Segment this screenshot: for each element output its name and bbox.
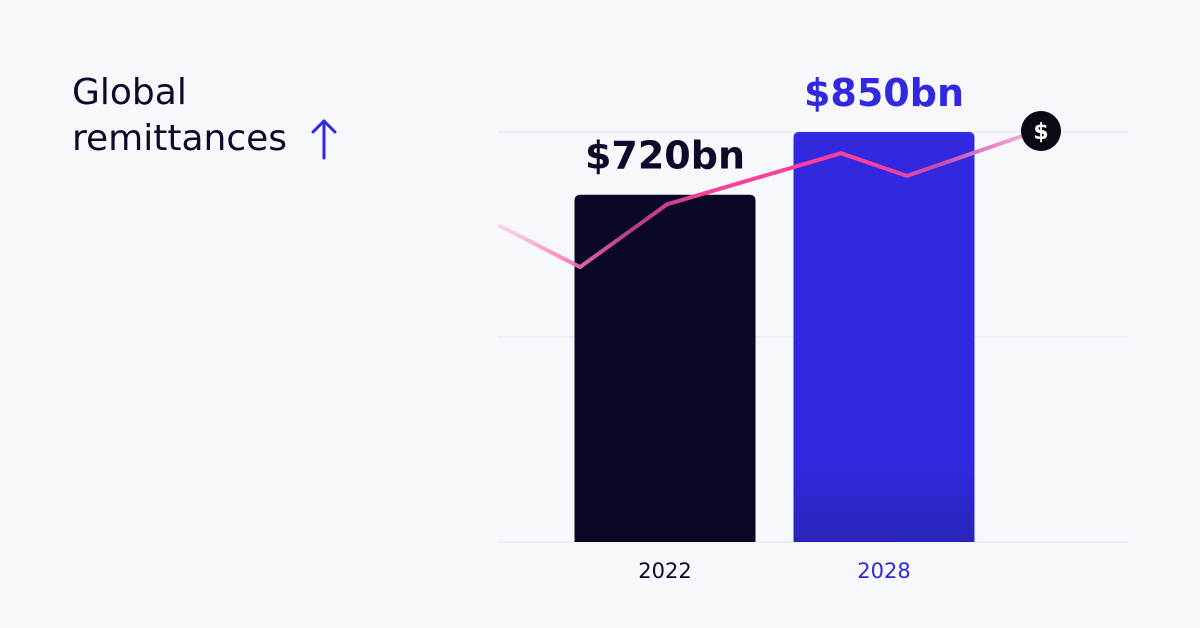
title-line-2-row: remittances [72, 116, 339, 162]
dollar-icon-circle [1021, 111, 1061, 151]
value-label-2028: $850bn [804, 71, 964, 115]
dollar-icon-glyph: $ [1033, 120, 1048, 145]
bar-2022 [574, 194, 756, 543]
value-label-2022: $720bn [585, 134, 745, 178]
trend-line-layer: $ [498, 111, 1061, 270]
x-tick-2028: 2028 [857, 559, 910, 583]
title-line-1: Global [72, 72, 187, 113]
labels: $720bn 2022 $850bn 2028 [585, 71, 964, 583]
bar-2028 [793, 132, 975, 542]
arrow-up-icon [311, 119, 337, 160]
trend-line [498, 130, 1036, 270]
chart-title: Global remittances [72, 70, 339, 162]
bars [574, 132, 975, 543]
title-line-2: remittances [72, 118, 288, 159]
x-tick-2022: 2022 [638, 559, 691, 583]
dollar-icon: $ [1021, 111, 1061, 151]
